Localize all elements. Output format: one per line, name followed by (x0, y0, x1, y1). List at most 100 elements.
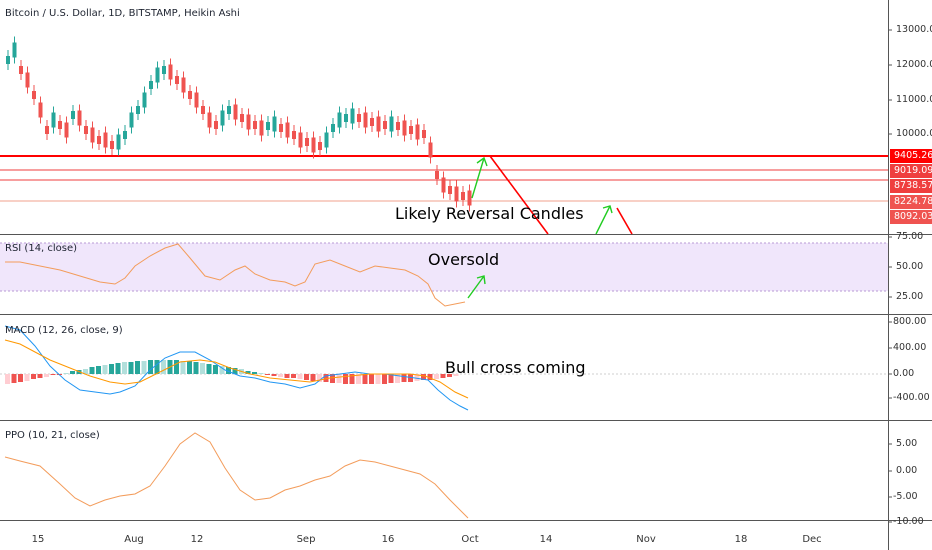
candle-body (363, 112, 368, 128)
macd-bar (317, 374, 322, 382)
candle-body (71, 111, 75, 119)
candle-body (246, 114, 251, 130)
projection-lines[interactable] (489, 155, 633, 235)
candle-body (350, 108, 355, 124)
macd-bar (421, 374, 426, 380)
macd-bar (258, 373, 264, 374)
ppo-axis-label: -5.00 (893, 491, 918, 502)
macd-bar (31, 374, 36, 379)
candle-body (90, 127, 95, 143)
macd-bar (271, 374, 277, 376)
candle-body (441, 177, 446, 193)
candle-body (318, 142, 322, 150)
price-axis-label: 11000.00 (896, 94, 932, 105)
macd-bar (37, 374, 43, 378)
candle-body (188, 91, 192, 99)
ppo-title[interactable]: PPO (10, 21, close) (5, 430, 100, 441)
annotation-oversold[interactable]: Oversold (428, 250, 500, 269)
candlestick-series (6, 36, 472, 212)
macd-bar (304, 374, 309, 380)
macd-bar (343, 374, 348, 384)
price-levels[interactable] (0, 155, 888, 202)
arrow-icon[interactable] (471, 156, 488, 199)
candle-body (337, 112, 342, 128)
macd-bar (382, 374, 387, 384)
macd-line (4, 325, 469, 411)
macd-bar (330, 374, 335, 383)
candle-body (45, 126, 49, 134)
time-axis-label: 15 (31, 534, 45, 545)
candle-body (389, 116, 394, 132)
candle-body (396, 122, 400, 130)
macd-bar (434, 374, 439, 379)
candle-body (6, 56, 10, 64)
macd-axis-label: -400.00 (893, 392, 930, 403)
macd-bar (440, 374, 446, 378)
candle-body (207, 112, 212, 128)
macd-bar (18, 374, 23, 382)
macd-bar (395, 374, 400, 383)
candle-body (214, 121, 218, 129)
macd-bar (122, 362, 127, 374)
macd-bar (161, 360, 166, 374)
candle-body (428, 142, 433, 158)
macd-bar (70, 371, 75, 374)
macd-bar (154, 360, 160, 374)
macd-bar (408, 374, 413, 382)
macd-bar (375, 374, 381, 384)
macd-bar (232, 368, 238, 374)
macd-bar (83, 369, 88, 374)
rsi-title[interactable]: RSI (14, close) (5, 243, 78, 254)
macd-bar (388, 374, 394, 383)
candle-body (311, 137, 316, 153)
price-tag: 8224.78 (890, 195, 932, 209)
candle-body (344, 114, 348, 122)
macd-bar (5, 374, 10, 384)
candle-body (181, 77, 186, 93)
time-axis-label: 12 (190, 534, 204, 545)
rsi-axis-label: 50.00 (896, 261, 924, 272)
candle-body (129, 112, 134, 128)
macd-bar (278, 374, 283, 377)
macd-bar (369, 374, 374, 384)
candle-body (292, 131, 296, 139)
macd-bar (115, 363, 121, 374)
ppo-line (4, 432, 469, 519)
candle-body (38, 102, 43, 118)
macd-bar (427, 374, 433, 380)
candle-body (97, 136, 101, 144)
candle-body (435, 171, 439, 179)
macd-bar (174, 360, 179, 374)
macd-bar (187, 361, 192, 374)
macd-bar (284, 374, 290, 378)
candle-body (64, 122, 69, 138)
candle-body (168, 64, 173, 80)
macd-bar (141, 361, 147, 374)
macd-bar (135, 361, 140, 374)
arrow-icon[interactable] (467, 275, 486, 299)
candle-body (402, 120, 407, 136)
price-tag: 9405.26 (890, 149, 932, 163)
candle-body (324, 132, 329, 148)
candle-body (357, 114, 361, 122)
macd-bar (349, 374, 355, 384)
candle-body (454, 186, 459, 202)
rsi-axis-label: 25.00 (896, 291, 924, 302)
annotation-reversal[interactable]: Likely Reversal Candles (395, 204, 584, 223)
candle-body (201, 106, 205, 114)
candle-body (467, 190, 472, 206)
macd-bar (63, 373, 69, 374)
macd-bar (453, 374, 459, 376)
arrow-icon[interactable] (595, 205, 613, 235)
macd-bar (50, 374, 56, 375)
macd-bar (11, 374, 17, 383)
macd-bar (180, 361, 186, 374)
candle-body (240, 114, 244, 122)
macd-bar (213, 365, 218, 374)
macd-title[interactable]: MACD (12, 26, close, 9) (5, 325, 123, 336)
annotation-bull-cross[interactable]: Bull cross coming (445, 358, 586, 377)
macd-bar (193, 362, 199, 374)
macd-bar (252, 372, 257, 374)
rsi-band (0, 243, 888, 291)
